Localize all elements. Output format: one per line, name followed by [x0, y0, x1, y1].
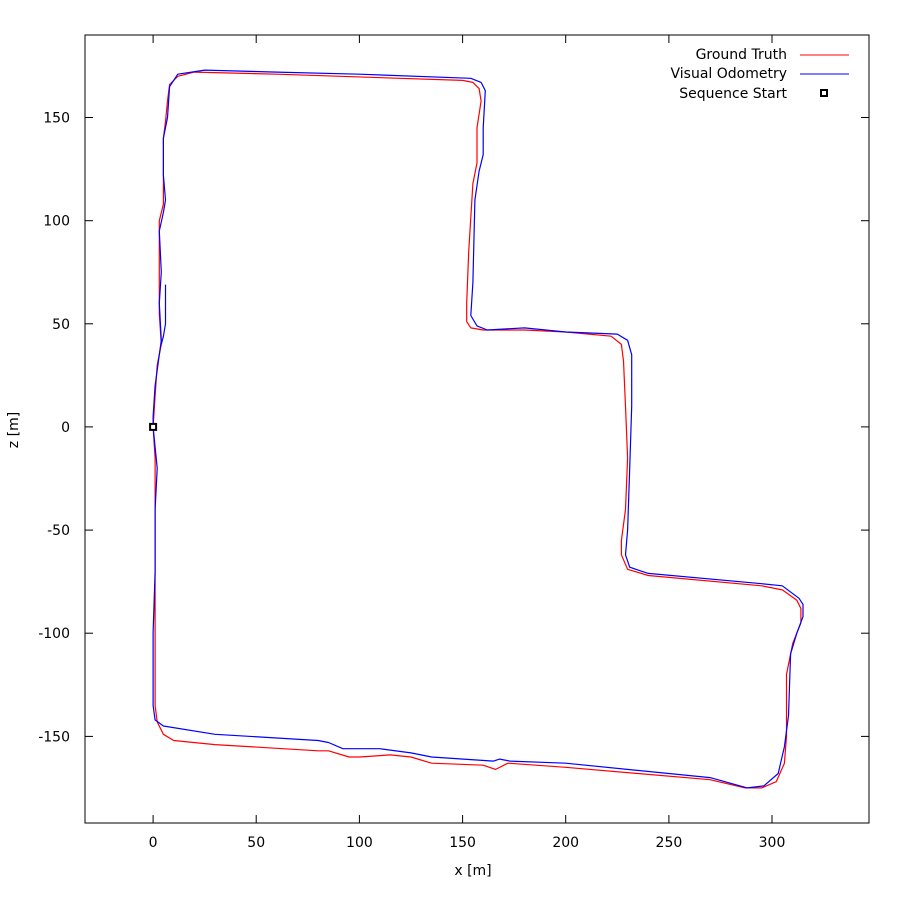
- x-tick-label: 0: [149, 835, 158, 851]
- series-line-visual-odometry: [152, 69, 804, 789]
- legend-marker-sequence-start: [820, 89, 828, 97]
- y-tick-label: -100: [38, 626, 70, 642]
- y-tick-label: 50: [52, 317, 70, 333]
- legend: Ground Truth Visual Odometry Sequence St…: [671, 47, 849, 102]
- x-tick-label: 50: [247, 835, 265, 851]
- y-tick-label: -50: [47, 523, 70, 539]
- legend-label-sequence-start: Sequence Start: [679, 86, 787, 102]
- series-line-segment-2: [160, 284, 167, 345]
- y-tick-label: 100: [43, 214, 70, 230]
- x-tick-label: 250: [656, 835, 683, 851]
- plot-frame: [84, 34, 870, 824]
- x-tick-label: 300: [759, 835, 786, 851]
- legend-label-visual-odometry: Visual Odometry: [671, 66, 788, 82]
- x-tick-label: 200: [552, 835, 579, 851]
- marker-layer: [149, 422, 158, 431]
- y-tick-label: -150: [38, 729, 70, 745]
- y-tick-label: 150: [43, 111, 70, 127]
- tick-layer: 0 50 100 150 200 250 300 -150 -100 -50 0 50 100 150: [38, 35, 869, 851]
- y-tick-label: 0: [61, 420, 70, 436]
- legend-label-ground-truth: Ground Truth: [696, 47, 787, 63]
- x-tick-label: 100: [346, 835, 373, 851]
- x-axis-label: x [m]: [454, 863, 491, 879]
- series-layer: [152, 69, 804, 789]
- series-line-ground-truth: [152, 71, 802, 789]
- y-axis-label: z [m]: [6, 412, 22, 448]
- marker-sequence-start: [149, 422, 158, 431]
- x-tick-label: 150: [449, 835, 476, 851]
